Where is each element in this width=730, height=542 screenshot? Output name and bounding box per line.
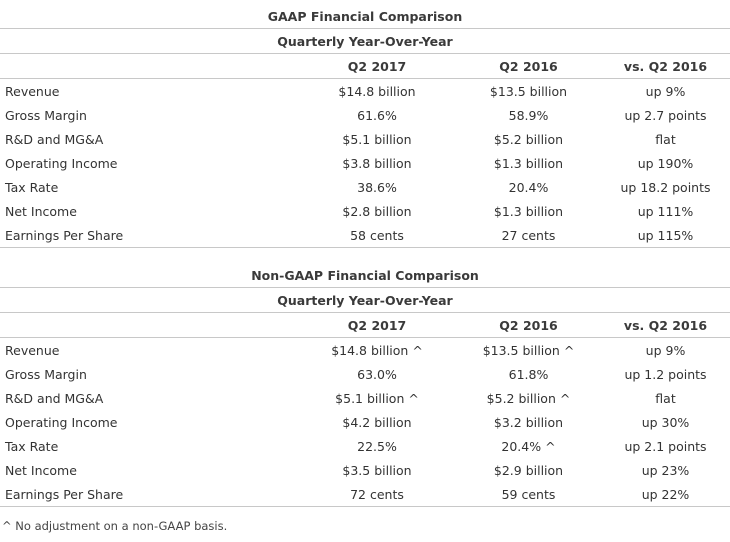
gaap-table-subtitle: Quarterly Year-Over-Year [0, 28, 730, 54]
q2-2017-value: 63.0% [357, 366, 397, 382]
change-value: up 1.2 points [624, 366, 707, 382]
row-label: Operating Income [5, 414, 118, 430]
row-label: Net Income [5, 462, 77, 478]
row-label: Gross Margin [5, 366, 87, 382]
q2-2017-value: 22.5% [357, 438, 397, 454]
row-label: Gross Margin [5, 107, 87, 123]
q2-2016-value: $2.9 billion [493, 462, 564, 478]
table-row: Operating Income $4.2 billion $3.2 billion… [0, 410, 730, 434]
q2-2017-value: 61.6% [357, 107, 397, 123]
row-label: Earnings Per Share [0, 223, 298, 248]
table-row: Earnings Per Share 72 cents 59 cents up 22% [0, 482, 730, 507]
q2-2016-value: 59 cents [456, 482, 601, 507]
table-row: Revenue $14.8 billion $13.5 billion up 9% [0, 79, 730, 104]
non-gaap-column-header-change: vs. Q2 2016 [601, 312, 730, 338]
non-gaap-column-header-label [0, 312, 298, 338]
table-row: R&D and MG&A $5.1 billion $5.2 billion flat [0, 127, 730, 151]
q2-2017-value: $14.8 billion [338, 83, 416, 99]
q2-2016-value: $5.2 billion ^ [486, 390, 571, 406]
q2-2016-value: 20.4% ^ [501, 438, 556, 454]
row-label: R&D and MG&A [5, 131, 104, 147]
q2-2017-value: $5.1 billion ^ [335, 390, 419, 406]
q2-2017-value: $3.5 billion [342, 462, 412, 478]
q2-2016-value: 27 cents [456, 223, 601, 248]
q2-2016-value: $1.3 billion [493, 203, 564, 219]
q2-2017-value: $5.1 billion [342, 131, 412, 147]
q2-2016-value: $13.5 billion ^ [482, 342, 575, 358]
row-label: Tax Rate [5, 179, 59, 195]
change-value: up 18.2 points [620, 179, 711, 195]
q2-2016-value: 20.4% [508, 179, 549, 195]
q2-2017-value: 72 cents [298, 482, 456, 507]
gaap-column-header-change: vs. Q2 2016 [601, 53, 730, 79]
change-value: flat [655, 390, 676, 406]
table-row: Gross Margin 61.6% 58.9% up 2.7 points [0, 103, 730, 127]
table-row: Revenue $14.8 billion ^ $13.5 billion ^ up … [0, 338, 730, 363]
table-row: Tax Rate 38.6% 20.4% up 18.2 points [0, 175, 730, 199]
non-gaap-column-header-row: Q2 2017 Q2 2016 vs. Q2 2016 [0, 312, 730, 338]
change-value: up 111% [637, 203, 694, 219]
q2-2016-value: 58.9% [508, 107, 549, 123]
q2-2016-value: $3.2 billion [493, 414, 564, 430]
q2-2016-value: $5.2 billion [493, 131, 564, 147]
gaap-column-header-label [0, 53, 298, 79]
gaap-column-header-q2-2017: Q2 2017 [298, 53, 456, 79]
change-value: up 9% [645, 83, 686, 99]
row-label: Revenue [5, 342, 60, 358]
change-value: up 190% [637, 155, 694, 171]
gaap-column-header-q2-2016: Q2 2016 [456, 53, 601, 79]
gaap-column-header-row: Q2 2017 Q2 2016 vs. Q2 2016 [0, 53, 730, 79]
gaap-comparison-table: GAAP Financial Comparison Quarterly Year… [0, 4, 730, 248]
footnote: ^ No adjustment on a non-GAAP basis. [2, 519, 228, 533]
table-row: Earnings Per Share 58 cents 27 cents up 115… [0, 223, 730, 248]
q2-2017-value: $4.2 billion [342, 414, 412, 430]
q2-2017-value: $2.8 billion [342, 203, 412, 219]
row-label: Revenue [5, 83, 60, 99]
non-gaap-column-header-q2-2017: Q2 2017 [298, 312, 456, 338]
q2-2016-value: 61.8% [508, 366, 549, 382]
non-gaap-comparison-table: Non-GAAP Financial Comparison Quarterly … [0, 263, 730, 507]
change-value: up 115% [601, 223, 730, 248]
change-value: up 22% [601, 482, 730, 507]
row-label: Operating Income [5, 155, 118, 171]
q2-2017-value: $14.8 billion ^ [331, 342, 423, 358]
row-label: R&D and MG&A [5, 390, 104, 406]
row-label: Earnings Per Share [0, 482, 298, 507]
table-row: Operating Income $3.8 billion $1.3 billion… [0, 151, 730, 175]
gaap-table-title: GAAP Financial Comparison [0, 4, 730, 29]
change-value: up 2.7 points [624, 107, 707, 123]
table-row: Gross Margin 63.0% 61.8% up 1.2 points [0, 362, 730, 386]
q2-2016-value: $13.5 billion [489, 83, 568, 99]
q2-2016-value: $1.3 billion [493, 155, 564, 171]
row-label: Tax Rate [5, 438, 59, 454]
non-gaap-table-subtitle: Quarterly Year-Over-Year [0, 287, 730, 313]
change-value: up 2.1 points [624, 438, 707, 454]
table-row: Tax Rate 22.5% 20.4% ^ up 2.1 points [0, 434, 730, 458]
table-row: Net Income $3.5 billion $2.9 billion up 23% [0, 458, 730, 482]
q2-2017-value: 58 cents [298, 223, 456, 248]
change-value: up 30% [641, 414, 690, 430]
table-row: Net Income $2.8 billion $1.3 billion up 111… [0, 199, 730, 223]
change-value: flat [655, 131, 676, 147]
q2-2017-value: 38.6% [357, 179, 397, 195]
change-value: up 9% [645, 342, 686, 358]
change-value: up 23% [641, 462, 690, 478]
row-label: Net Income [5, 203, 77, 219]
table-row: R&D and MG&A $5.1 billion ^ $5.2 billion ^… [0, 386, 730, 410]
non-gaap-column-header-q2-2016: Q2 2016 [456, 312, 601, 338]
q2-2017-value: $3.8 billion [342, 155, 412, 171]
non-gaap-table-title: Non-GAAP Financial Comparison [0, 263, 730, 288]
